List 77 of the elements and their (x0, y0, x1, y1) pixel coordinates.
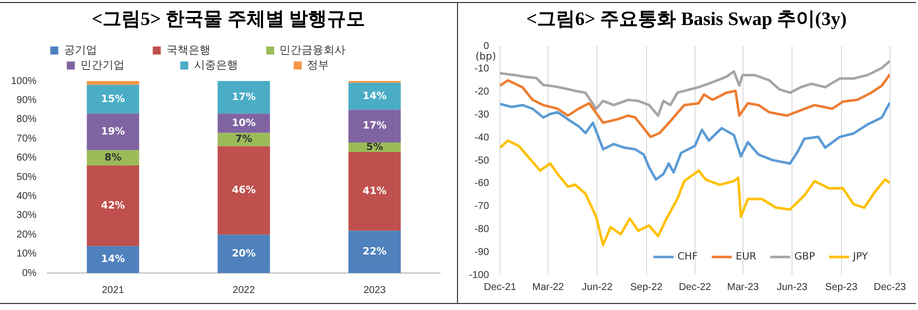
bar (348, 82, 400, 110)
y-tick-label: 20% (16, 229, 36, 240)
y-tick-label: 80% (16, 114, 36, 126)
legend-label: 국책은행 (166, 44, 262, 57)
y-tick-label: 30% (16, 210, 36, 222)
data-label: 20% (231, 248, 256, 260)
data-label: 5% (366, 142, 383, 153)
legend-label: 공기업 (63, 44, 148, 57)
legend-label: 정부 (306, 60, 381, 72)
bar (86, 246, 139, 273)
bar (86, 165, 139, 246)
x-tick-label: Sep-23 (824, 282, 858, 293)
y-tick-label: 100% (10, 76, 36, 87)
y-tick-label: -10 (474, 64, 489, 75)
bar (348, 230, 400, 273)
y-tick-label: -80 (474, 224, 489, 235)
data-label: 22% (362, 246, 386, 258)
bar (217, 146, 270, 235)
x-tick-label: Mar-22 (532, 282, 564, 293)
y-axis-title: (bp) (475, 52, 496, 63)
y-tick-label: -40 (474, 132, 489, 144)
y-tick-label: -30 (474, 109, 489, 120)
data-label: 7% (234, 134, 252, 146)
data-label: 8% (104, 152, 121, 164)
legend-label: GBP (794, 252, 815, 263)
chart-title: <그림5> 한국물 주체별 발행규모 (92, 8, 366, 32)
y-tick-label: 60% (16, 152, 36, 164)
y-tick-label: -50 (474, 155, 489, 166)
x-tick-label: Dec-21 (483, 282, 516, 293)
legend-label: EUR (735, 252, 756, 263)
x-tick-label: Dec-23 (873, 282, 906, 293)
x-tick-label: Dec-22 (678, 282, 711, 293)
legend-label: CHF (677, 252, 698, 263)
x-tick-label: 2023 (362, 284, 386, 296)
data-label: 15% (100, 94, 124, 105)
x-tick-label: Mar-23 (726, 282, 759, 293)
y-tick-label: 90% (16, 94, 36, 106)
legend-label: 민간금융회사 (279, 44, 398, 57)
x-tick-label: Jun-23 (776, 282, 808, 293)
y-tick-label: 70% (16, 133, 36, 144)
data-label: 17% (231, 92, 256, 103)
y-tick-label: 50% (16, 172, 36, 183)
y-tick-label: -100 (468, 270, 489, 281)
x-tick-label: Jun-22 (581, 282, 612, 293)
legend-label: 민간기업 (80, 60, 176, 72)
y-tick-label: -60 (474, 178, 489, 190)
data-label: 41% (362, 186, 386, 197)
data-label: 42% (100, 200, 124, 212)
data-label: 19% (100, 126, 124, 138)
y-tick-label: -90 (474, 246, 489, 258)
bar (86, 81, 139, 85)
x-tick-label: Sep-22 (630, 282, 662, 293)
bar (217, 132, 270, 146)
legend-label: 시중은행 (193, 60, 290, 72)
bar (217, 114, 270, 133)
y-tick-label: -20 (474, 86, 489, 98)
bar (217, 234, 270, 273)
x-tick-label: 2021 (101, 284, 124, 296)
y-tick-label: 0% (22, 268, 36, 279)
bar (348, 152, 400, 231)
x-tick-label: 2022 (232, 284, 255, 296)
data-label: 14% (362, 90, 386, 102)
y-tick-label: 40% (16, 190, 36, 202)
data-label: 14% (100, 254, 124, 266)
bar (86, 84, 139, 114)
y-tick-label: -70 (474, 201, 489, 212)
bar (348, 110, 400, 142)
y-tick-label: 10% (16, 248, 36, 260)
bar (86, 114, 139, 150)
bar (217, 81, 270, 114)
y-tick-label: 0 (482, 40, 489, 52)
chart-title: <그림6> 주요통화 Basis Swap 추이(3y) (526, 8, 847, 32)
legend-label: JPY (852, 252, 868, 263)
data-label: 17% (362, 120, 386, 132)
bar (86, 150, 139, 166)
data-label: 46% (231, 185, 256, 196)
data-label: 10% (231, 118, 256, 129)
